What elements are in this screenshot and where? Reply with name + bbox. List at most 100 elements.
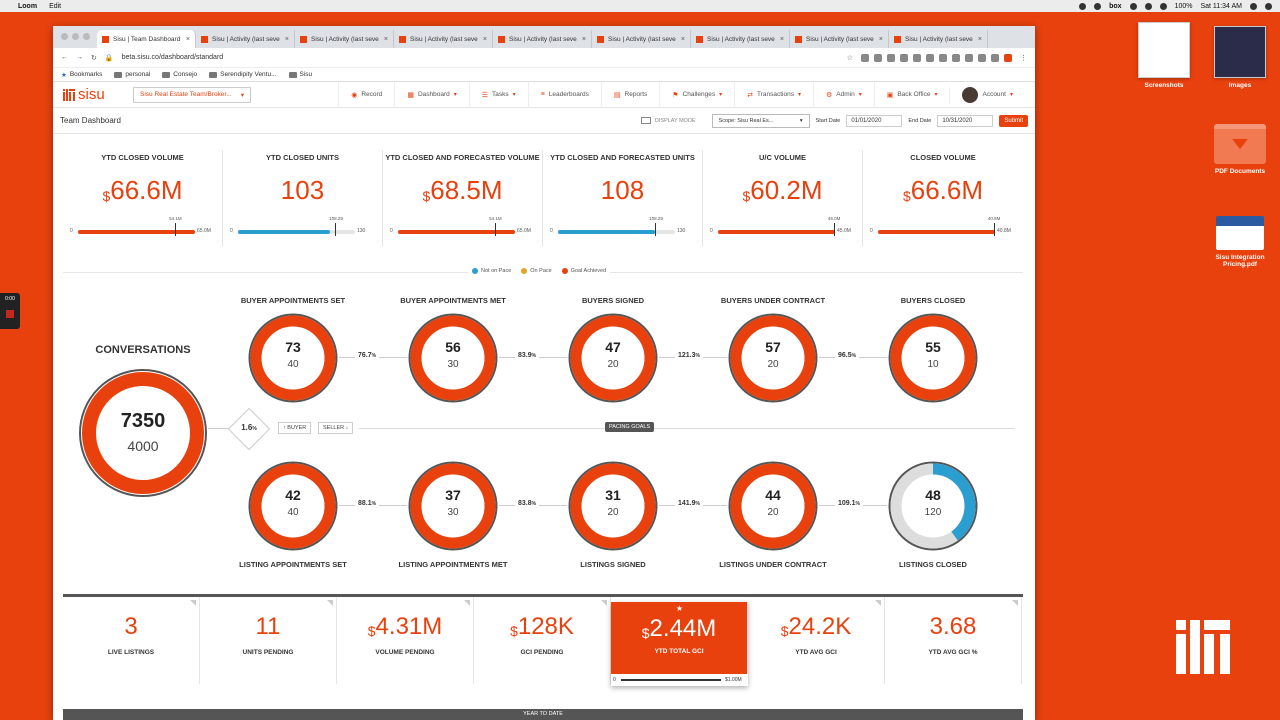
kpi-card[interactable]: YTD CLOSED UNITS 103 0 130 108.29	[223, 150, 383, 246]
browser-tab[interactable]: Sisu | Activity (last seve ×	[790, 30, 889, 48]
browser-tab[interactable]: Sisu | Team Dashboard ×	[97, 30, 196, 48]
team-select[interactable]: Sisu Real Estate Team/Broker... ▾	[133, 86, 251, 103]
desktop-item-pdf-documents[interactable]: PDF Documents	[1200, 124, 1280, 175]
kpi-card[interactable]: CLOSED VOLUME $66.6M 0 40.8M 40.8M	[863, 150, 1023, 246]
wifi-icon[interactable]	[1159, 2, 1167, 10]
browser-menu-icon[interactable]: ⋮	[1020, 54, 1027, 62]
display-mode-button[interactable]: DISPLAY MODE	[640, 117, 696, 124]
extension-icon[interactable]	[965, 53, 973, 62]
spotlight-icon[interactable]	[1250, 2, 1257, 10]
bookmark-folder-personal[interactable]: personal	[114, 71, 150, 78]
extension-icon[interactable]	[861, 53, 869, 62]
minimize-window-button[interactable]	[72, 33, 79, 40]
browser-tab[interactable]: Sisu | Activity (last seve ×	[394, 30, 493, 48]
close-window-button[interactable]	[61, 33, 68, 40]
stage-ring[interactable]: 55 10	[888, 313, 978, 403]
stage-ring[interactable]: 42 40	[248, 461, 338, 551]
sisu-logo[interactable]: sisu	[63, 86, 133, 103]
start-date-input[interactable]: 01/01/2020	[846, 114, 903, 127]
bookmark-folder-consejo[interactable]: Consejo	[162, 71, 197, 78]
extension-icon[interactable]	[874, 53, 882, 62]
nav-back-office[interactable]: ▣ Back Office ▾	[873, 81, 950, 108]
desktop-item-screenshots[interactable]: Screenshots	[1124, 22, 1204, 89]
conversations-ring[interactable]: 7350 4000	[78, 368, 208, 498]
stat-card[interactable]: 11 UNITS PENDING	[200, 597, 337, 684]
stage-ring[interactable]: 44 20	[728, 461, 818, 551]
bookmark-bookmarks[interactable]: ★ Bookmarks	[61, 71, 103, 79]
nav-leaderboards[interactable]: ≡ Leaderboards	[527, 81, 601, 108]
box-icon[interactable]: box	[1109, 2, 1122, 10]
stage-ring[interactable]: 57 20	[728, 313, 818, 403]
tray-icon[interactable]	[1079, 2, 1087, 10]
extension-icon[interactable]	[939, 53, 947, 62]
desktop-item-images[interactable]: Images	[1200, 26, 1280, 89]
menu-edit[interactable]: Edit	[49, 2, 62, 10]
stat-card[interactable]: 3 LIVE LISTINGS	[63, 597, 200, 684]
stage-ring[interactable]: 56 30	[408, 313, 498, 403]
bookmark-folder-serendipity[interactable]: Serendipity Ventu...	[209, 71, 277, 78]
nav-transactions[interactable]: ⇄ Transactions ▾	[734, 81, 813, 108]
submit-button[interactable]: Submit	[999, 114, 1028, 127]
pacing-goals-badge[interactable]: PACING GOALS	[605, 422, 655, 432]
extension-icon[interactable]	[991, 53, 999, 62]
forward-icon[interactable]: →	[76, 54, 83, 61]
seller-toggle[interactable]: SELLER ↓	[318, 422, 354, 434]
kpi-card[interactable]: U/C VOLUME $60.2M 0 45.0M 45.0M	[703, 150, 863, 246]
browser-tab[interactable]: Sisu | Activity (last seve ×	[889, 30, 988, 48]
notification-center-icon[interactable]	[1265, 2, 1272, 10]
stat-card[interactable]: $24.2K YTD AVG GCI	[748, 597, 885, 684]
reload-icon[interactable]: ↻	[91, 54, 97, 62]
loom-recording-control[interactable]: 0:00	[0, 293, 20, 329]
extension-icon[interactable]	[978, 53, 986, 62]
stop-icon[interactable]	[6, 310, 14, 318]
tray-icon[interactable]	[1129, 2, 1137, 10]
browser-tab[interactable]: Sisu | Activity (last seve ×	[592, 30, 691, 48]
stage-ring[interactable]: 47 20	[568, 313, 658, 403]
nav-dashboard[interactable]: ▦ Dashboard ▾	[394, 81, 468, 108]
zoom-window-button[interactable]	[83, 33, 90, 40]
url-field[interactable]: beta.sisu.co/dashboard/standard	[121, 54, 224, 61]
account-menu[interactable]: Account ▾	[949, 86, 1025, 103]
tray-icon[interactable]	[1144, 2, 1152, 10]
end-date-input[interactable]: 10/31/2020	[937, 114, 994, 127]
stage-ring[interactable]: 31 20	[568, 461, 658, 551]
stat-card[interactable]: $128K GCI PENDING	[474, 597, 611, 684]
clock[interactable]: Sat 11:34 AM	[1200, 2, 1242, 10]
close-tab-icon[interactable]: ×	[779, 35, 784, 43]
extension-icon[interactable]	[887, 53, 895, 62]
back-icon[interactable]: ←	[61, 54, 68, 61]
browser-tab[interactable]: Sisu | Activity (last seve ×	[493, 30, 592, 48]
extension-icon[interactable]	[952, 53, 960, 62]
close-tab-icon[interactable]: ×	[383, 35, 388, 43]
desktop-item-sisu-pricing-pdf[interactable]: Sisu Integration Pricing.pdf	[1200, 216, 1280, 268]
close-tab-icon[interactable]: ×	[284, 35, 289, 43]
kpi-card[interactable]: YTD CLOSED AND FORECASTED VOLUME $68.5M 0 6…	[383, 150, 543, 246]
close-tab-icon[interactable]: ×	[977, 35, 982, 43]
browser-tab[interactable]: Sisu | Activity (last seve ×	[295, 30, 394, 48]
close-tab-icon[interactable]: ×	[878, 35, 883, 43]
close-tab-icon[interactable]: ×	[185, 35, 190, 43]
tray-icon[interactable]	[1094, 2, 1102, 10]
menu-app-loom[interactable]: Loom	[18, 2, 38, 10]
nav-reports[interactable]: ▤ Reports	[600, 81, 659, 108]
stat-card[interactable]: ★ $2.44M YTD TOTAL GCI 0 $1.00M	[611, 602, 748, 686]
nav-tasks[interactable]: ☰ Tasks ▾	[468, 81, 528, 108]
extension-icon[interactable]	[913, 53, 921, 62]
bookmark-folder-sisu[interactable]: Sisu	[288, 71, 312, 78]
extension-icon[interactable]	[926, 53, 934, 62]
buyer-toggle[interactable]: ↑ BUYER	[278, 422, 312, 434]
browser-tab[interactable]: Sisu | Activity (last seve ×	[691, 30, 790, 48]
stage-ring[interactable]: 37 30	[408, 461, 498, 551]
scope-select[interactable]: Scope: Sisu Real Es... ▾	[711, 113, 810, 128]
nav-challenges[interactable]: ⚑ Challenges ▾	[659, 81, 734, 108]
nav-record[interactable]: ◉ Record	[338, 81, 394, 108]
extension-icon[interactable]	[900, 53, 908, 62]
browser-tab[interactable]: Sisu | Activity (last seve ×	[196, 30, 295, 48]
stat-card[interactable]: 3.68 YTD AVG GCI %	[885, 597, 1022, 684]
stage-ring[interactable]: 73 40	[248, 313, 338, 403]
close-tab-icon[interactable]: ×	[680, 35, 685, 43]
kpi-card[interactable]: YTD CLOSED VOLUME $66.6M 0 65.0M 54.1M	[63, 150, 223, 246]
close-tab-icon[interactable]: ×	[482, 35, 487, 43]
extension-icon[interactable]	[1004, 53, 1012, 62]
bookmark-star-icon[interactable]: ☆	[846, 54, 853, 62]
